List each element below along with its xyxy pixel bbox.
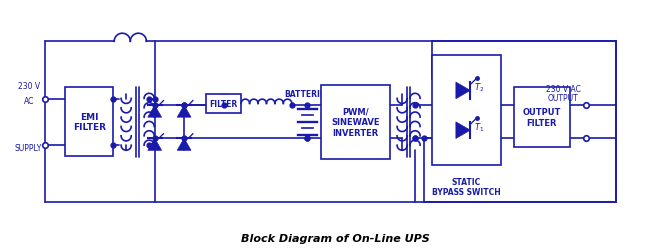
Text: 230 V: 230 V bbox=[17, 81, 40, 90]
Polygon shape bbox=[456, 83, 470, 99]
Text: SUPPLY: SUPPLY bbox=[15, 143, 42, 152]
Bar bbox=[206, 95, 241, 113]
Bar bbox=[66, 88, 113, 157]
Polygon shape bbox=[178, 139, 191, 151]
Polygon shape bbox=[178, 106, 191, 118]
Text: AC: AC bbox=[23, 97, 34, 106]
Text: EMI
FILTER: EMI FILTER bbox=[73, 113, 106, 132]
Text: Block Diagram of On-Line UPS: Block Diagram of On-Line UPS bbox=[241, 233, 429, 243]
Polygon shape bbox=[148, 106, 161, 118]
Text: FILTER: FILTER bbox=[210, 100, 238, 108]
Bar bbox=[431, 56, 500, 166]
Text: STATIC
BYPASS SWITCH: STATIC BYPASS SWITCH bbox=[431, 177, 500, 196]
Text: $T_1$: $T_1$ bbox=[474, 121, 484, 133]
Bar bbox=[321, 86, 390, 159]
Text: PWM/
SINEWAVE
INVERTER: PWM/ SINEWAVE INVERTER bbox=[332, 108, 380, 137]
Bar bbox=[515, 88, 570, 148]
Text: OUTPUT
FILTER: OUTPUT FILTER bbox=[523, 108, 561, 127]
Polygon shape bbox=[148, 139, 161, 151]
Text: BATTERIES: BATTERIES bbox=[284, 90, 331, 98]
Polygon shape bbox=[456, 122, 470, 139]
Text: OUTPUT: OUTPUT bbox=[548, 94, 578, 103]
Text: 230 V AC: 230 V AC bbox=[546, 85, 581, 94]
Text: $T_2$: $T_2$ bbox=[474, 81, 484, 94]
